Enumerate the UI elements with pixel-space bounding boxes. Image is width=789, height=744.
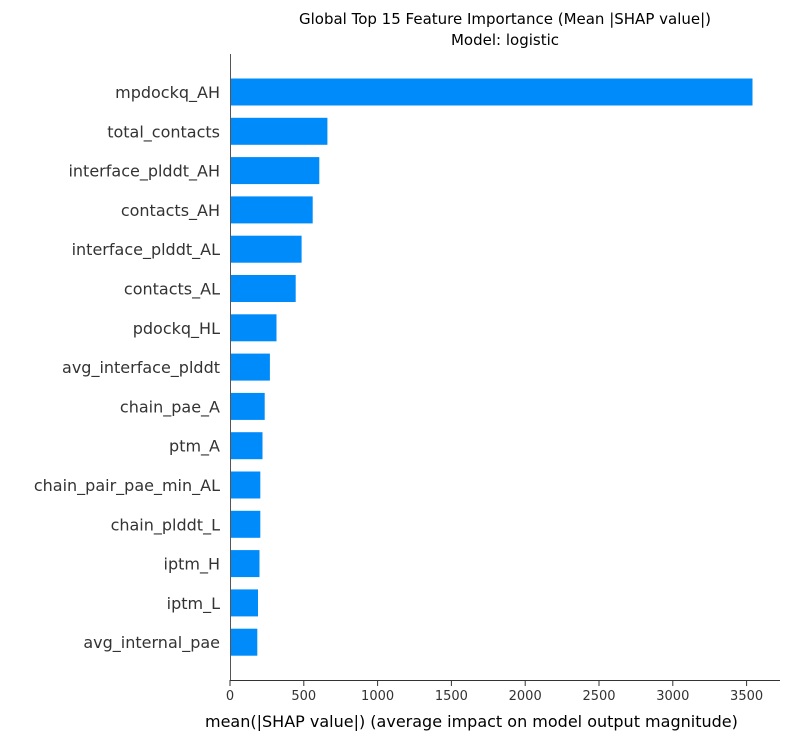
x-axis-label: mean(|SHAP value|) (average impact on mo… (205, 712, 738, 731)
category-label: avg_internal_pae (83, 633, 220, 653)
bar-iptm_L (231, 589, 258, 617)
category-labels-group: mpdockq_AH total_contacts interface_plddt_… (34, 83, 220, 653)
bar-total_contacts (231, 117, 328, 145)
bar-avg_internal_pae (231, 628, 258, 656)
category-label: chain_pair_pae_min_AL (34, 476, 220, 496)
bar-mpdockq_AH (231, 78, 753, 106)
bar-avg_interface_plddt (231, 353, 270, 381)
bar-interface_plddt_AL (231, 235, 302, 263)
x-tick-label: 2500 (582, 689, 615, 704)
x-tick-label: 1000 (361, 689, 394, 704)
x-tick-label: 2000 (509, 689, 542, 704)
category-label: mpdockq_AH (115, 83, 220, 103)
bar-chain_pair_pae_min_AL (231, 471, 261, 499)
category-label: pdockq_HL (133, 319, 220, 339)
chart-subtitle: Model: logistic (451, 31, 559, 49)
category-label: contacts_AH (121, 201, 220, 221)
category-label: chain_plddt_L (111, 515, 221, 535)
category-label: interface_plddt_AH (68, 162, 220, 182)
x-tick-label: 3000 (656, 689, 689, 704)
bar-iptm_H (231, 550, 260, 578)
bar-interface_plddt_AH (231, 157, 320, 185)
bar-contacts_AH (231, 196, 313, 224)
category-label: contacts_AL (124, 280, 220, 300)
category-label: ptm_A (169, 437, 220, 457)
category-label: iptm_H (164, 555, 221, 575)
category-label: avg_interface_plddt (62, 358, 220, 378)
category-label: interface_plddt_AL (72, 240, 220, 260)
x-tick-label: 1500 (435, 689, 468, 704)
bar-contacts_AL (231, 275, 296, 302)
chart-title: Global Top 15 Feature Importance (Mean |… (299, 10, 711, 28)
bar-ptm_A (231, 432, 263, 460)
bar-chain_pae_A (231, 392, 265, 420)
x-tick-label: 0 (226, 689, 234, 704)
category-label: chain_pae_A (120, 397, 220, 417)
category-label: total_contacts (107, 122, 220, 142)
x-tick-label: 500 (291, 689, 316, 704)
category-label: iptm_L (167, 594, 220, 614)
bar-chain_plddt_L (231, 510, 261, 538)
bar-pdockq_HL (231, 314, 277, 342)
bars-group (231, 78, 753, 656)
x-ticks-group: 0 500 1000 1500 2000 2500 3000 3500 (226, 680, 763, 704)
x-tick-label: 3500 (730, 689, 763, 704)
